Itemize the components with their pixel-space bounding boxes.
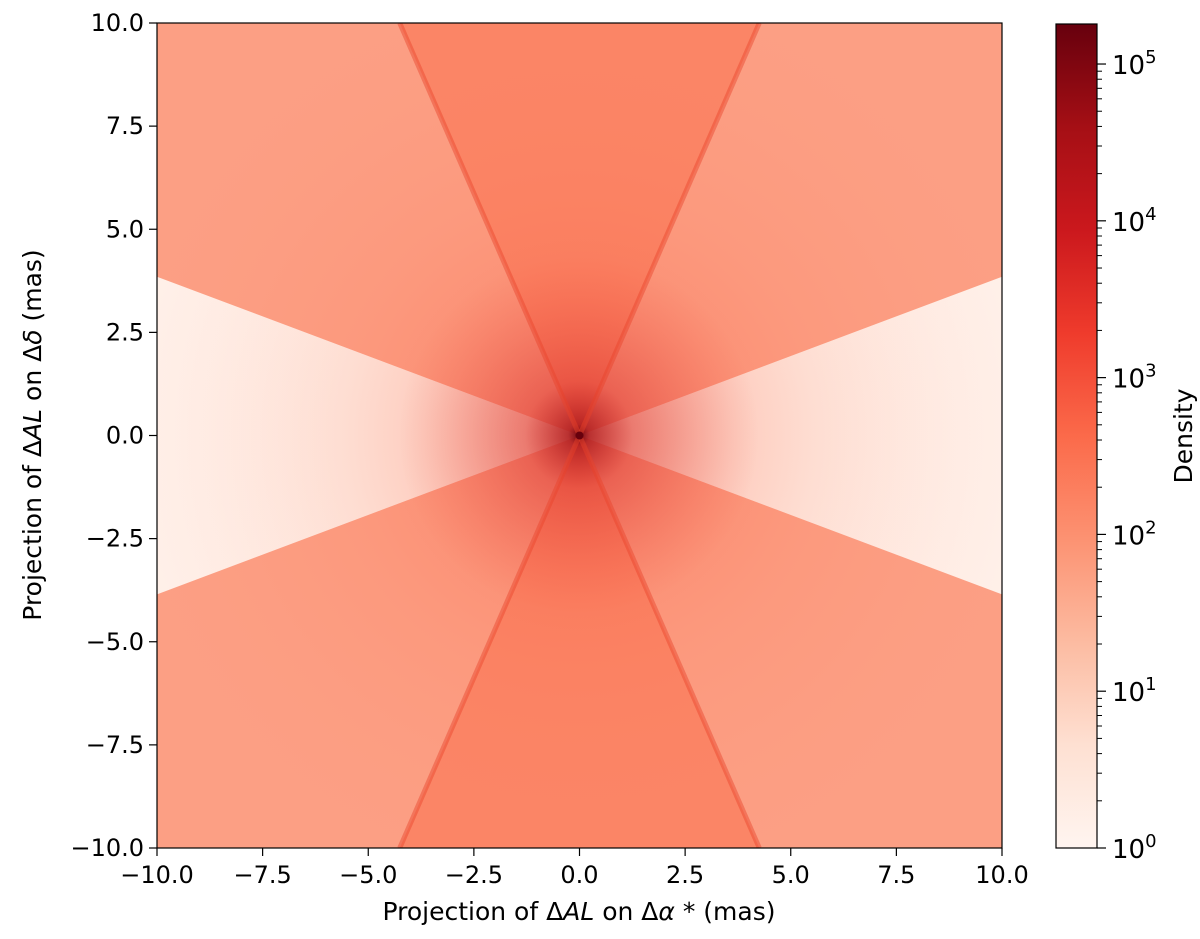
x-axis: −10.0 −7.5 −5.0 −2.5 0.0 2.5 5.0 7.5 10.0 bbox=[120, 848, 1029, 889]
x-tick-label: −5.0 bbox=[339, 861, 397, 889]
colorbar-tick-label: 105 bbox=[1112, 47, 1157, 81]
density-peak bbox=[575, 431, 584, 440]
x-tick-label: 0.0 bbox=[560, 861, 598, 889]
colorbar-label: Density bbox=[1169, 388, 1198, 483]
x-tick-label: −2.5 bbox=[445, 861, 503, 889]
y-axis-label: Projection of ΔAL on Δδ (mas) bbox=[18, 249, 47, 620]
x-tick-label: 10.0 bbox=[975, 861, 1028, 889]
y-tick-label: −7.5 bbox=[86, 731, 144, 759]
colorbar-ticks: 100 101 102 103 104 105 bbox=[1097, 47, 1157, 865]
colorbar-tick-label: 100 bbox=[1112, 831, 1157, 865]
y-tick-label: 7.5 bbox=[106, 112, 144, 140]
x-tick-label: 7.5 bbox=[877, 861, 915, 889]
x-tick-label: 5.0 bbox=[772, 861, 810, 889]
y-tick-label: −10.0 bbox=[70, 834, 144, 862]
colorbar-tick-label: 102 bbox=[1112, 517, 1157, 551]
colorbar-tick-label: 101 bbox=[1112, 674, 1157, 708]
x-tick-label: 2.5 bbox=[666, 861, 704, 889]
colorbar-tick-label: 103 bbox=[1112, 361, 1157, 395]
heatmap-plot-area bbox=[157, 23, 1002, 848]
x-axis-label: Projection of ΔAL on Δα * (mas) bbox=[382, 897, 775, 926]
y-axis: 10.0 7.5 5.0 2.5 0.0 −2.5 −5.0 −7.5 −10.0 bbox=[70, 9, 157, 862]
y-tick-label: −5.0 bbox=[86, 628, 144, 656]
y-tick-label: 10.0 bbox=[91, 9, 144, 37]
y-tick-label: 2.5 bbox=[106, 318, 144, 346]
y-tick-label: 5.0 bbox=[106, 215, 144, 243]
density-layer bbox=[157, 23, 1002, 848]
x-tick-label: −7.5 bbox=[233, 861, 291, 889]
y-tick-label: 0.0 bbox=[106, 422, 144, 450]
colorbar-tick-label: 104 bbox=[1112, 204, 1157, 238]
x-tick-label: −10.0 bbox=[120, 861, 194, 889]
colorbar-gradient bbox=[1055, 23, 1098, 849]
y-tick-label: −2.5 bbox=[86, 525, 144, 553]
colorbar: 100 101 102 103 104 105 Density bbox=[1055, 23, 1198, 865]
